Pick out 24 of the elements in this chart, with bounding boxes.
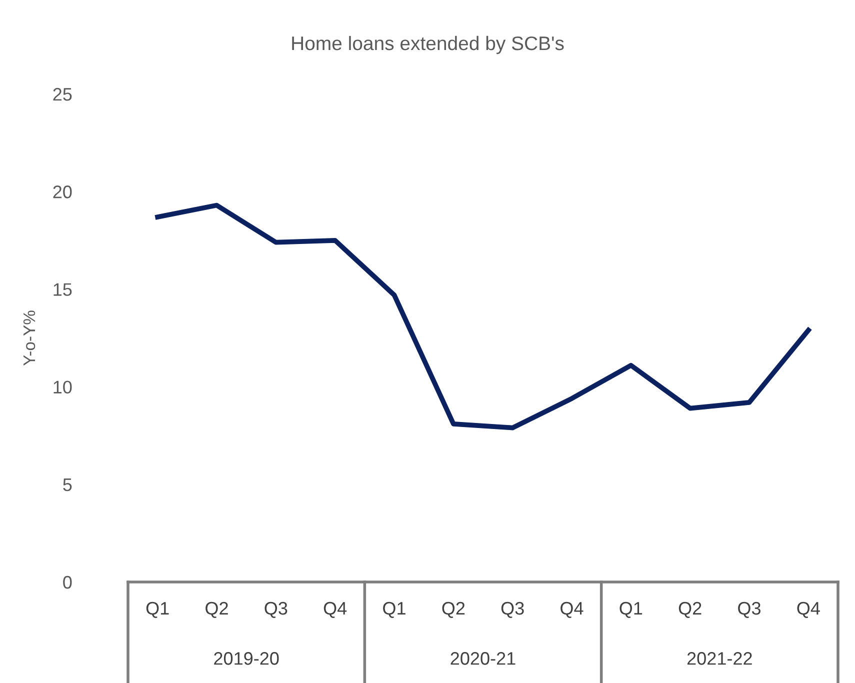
y-tick-label: 25 xyxy=(53,88,72,101)
y-tick-label: 20 xyxy=(53,186,72,198)
y-tick-label: 0 xyxy=(63,576,72,589)
x-tick-label: Q1 xyxy=(146,602,169,618)
text: 2020-21 xyxy=(450,652,516,665)
x-tick-label: Q4 xyxy=(324,602,347,618)
chart-title: Home loans extended by SCB's xyxy=(292,36,564,54)
x-tick-label: Q2 xyxy=(442,602,465,618)
x-tick-label: Q4 xyxy=(797,602,820,618)
x-tick-label: Q4 xyxy=(560,602,584,618)
x-tick-label: Q1 xyxy=(620,602,642,618)
y-axis-title: Y-o-Y% xyxy=(23,310,36,366)
y-tick-label: 5 xyxy=(63,478,72,492)
y-tick-label: 10 xyxy=(54,380,72,394)
y-tick-label: 15 xyxy=(54,283,72,296)
text: 2019-20 xyxy=(214,652,279,665)
text: 2021-22 xyxy=(687,652,752,665)
x-tick-label: Q3 xyxy=(738,602,760,618)
x-tick-label: Q2 xyxy=(206,602,228,618)
x-tick-label: Q1 xyxy=(383,602,406,618)
line-series xyxy=(155,202,811,430)
x-tick-label: Q3 xyxy=(264,602,288,618)
x-tick-label: Q3 xyxy=(501,602,524,618)
x-tick-label: Q2 xyxy=(678,602,702,618)
